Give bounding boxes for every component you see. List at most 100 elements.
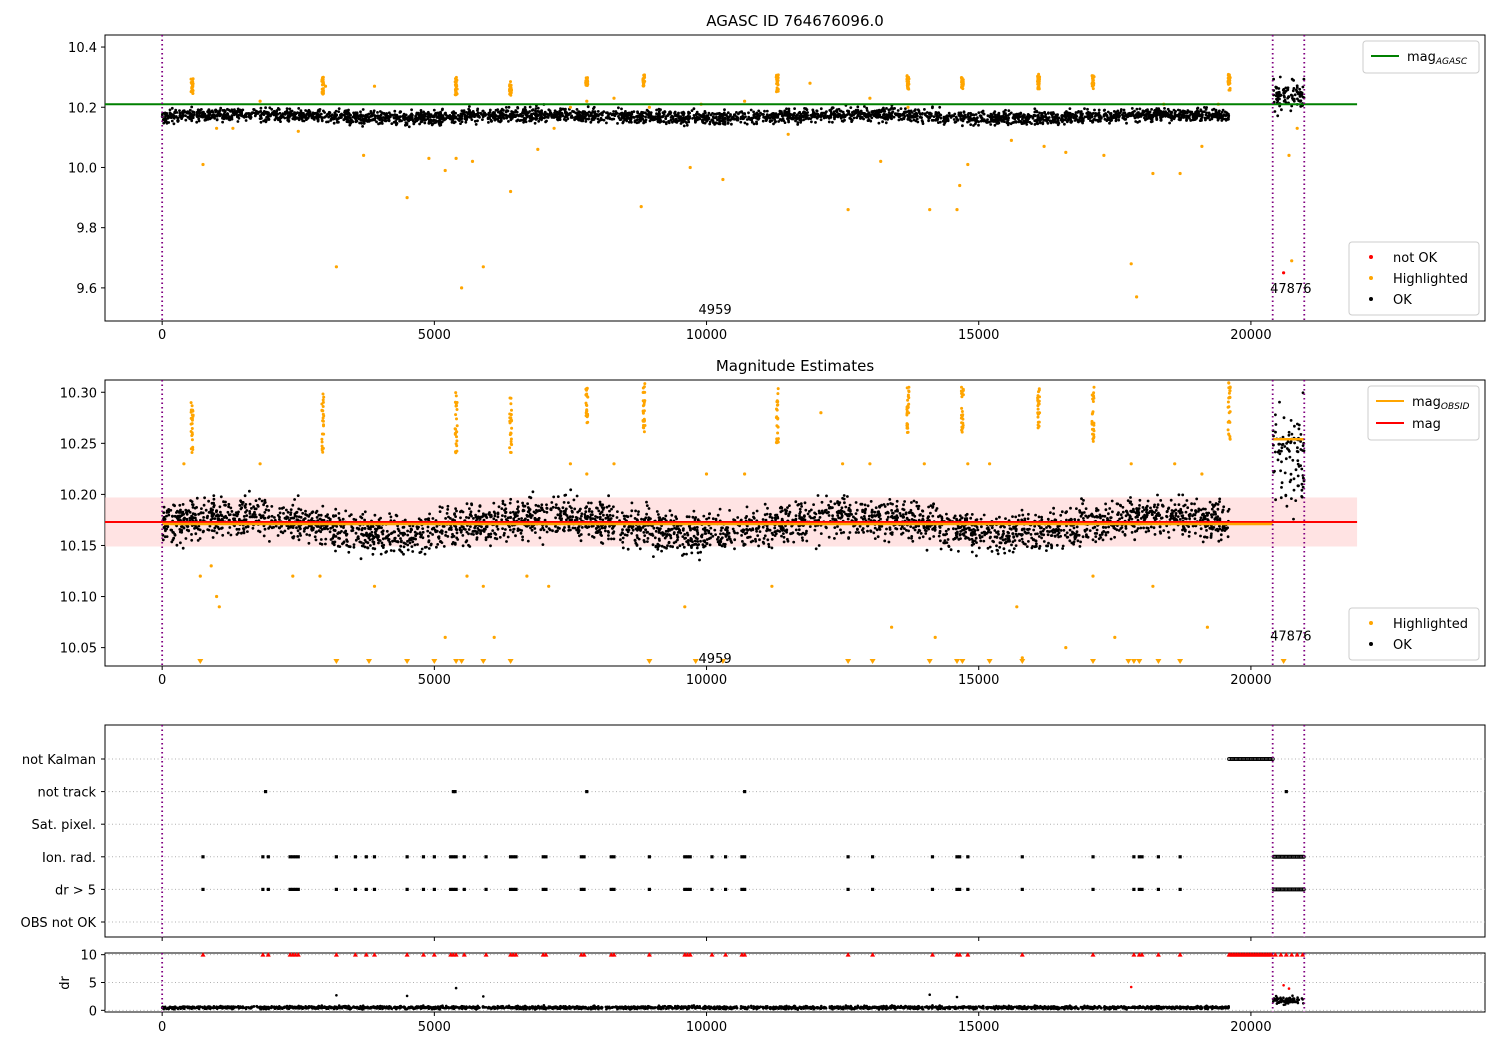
panel-agasc-ok-point [1074, 111, 1078, 114]
panel-agasc-ok-point [578, 115, 582, 119]
panel-agasc-ok-point [632, 110, 636, 113]
panel-magnitude-ok-point [1208, 500, 1212, 504]
panel-agasc-ok-point [1117, 118, 1121, 122]
panel-agasc-ok-point [1199, 117, 1203, 121]
panel-agasc-ok-point [822, 111, 826, 115]
panel-agasc-ok-point [432, 115, 436, 119]
panel-agasc-ok-point [682, 112, 686, 115]
panel-magnitude-ok-point [672, 532, 676, 536]
panel-agasc-xtick-label: 20000 [1230, 328, 1271, 343]
panel-agasc-ok-point [164, 117, 167, 121]
panel-agasc-ok-point [747, 111, 750, 115]
panel-magnitude-ok-point [1075, 530, 1079, 534]
panel-agasc-ok-point [170, 106, 174, 110]
panel-magnitude-ok-point [646, 537, 650, 540]
panel-agasc-highlighted-point [1226, 80, 1230, 84]
panel-agasc-ok-point [1093, 115, 1097, 118]
panel-agasc-ok-point [276, 107, 280, 110]
panel-magnitude-ok-point [203, 496, 207, 500]
panel-agasc-ok-point [615, 112, 619, 115]
panel-agasc-ytick-label: 9.8 [76, 222, 97, 237]
panel-magnitude-ok-point [1222, 505, 1226, 509]
panel-agasc-ok-point [269, 114, 272, 118]
panel-agasc-ok-point [291, 112, 294, 116]
panel-agasc-ok-point [1130, 114, 1134, 117]
panel-agasc-ok-point [730, 122, 733, 126]
panel-agasc-ok-point [889, 116, 893, 120]
panel-agasc-ok-point [1041, 122, 1045, 126]
panel-agasc-ok-point [329, 119, 333, 122]
panel-agasc-ok-point [914, 114, 918, 118]
panel-magnitude-ok-point [1026, 517, 1030, 521]
panel-agasc-ok-point [709, 113, 713, 117]
panel-agasc-highlighted-point [612, 96, 616, 100]
panel-magnitude-ok-point [521, 538, 524, 542]
panel-agasc-ok-point [654, 115, 657, 118]
panel-magnitude-ok-point [993, 529, 997, 532]
panel-agasc-ok-point [1108, 112, 1112, 115]
panel-magnitude-ok-point [161, 538, 165, 542]
panel-agasc-ok-point [619, 118, 623, 121]
panel-magnitude-ok-point [427, 517, 431, 521]
panel-agasc-ok-point [564, 107, 567, 111]
panel-agasc-highlighted-point [1064, 150, 1068, 154]
panel-agasc-ok-point [1057, 121, 1061, 125]
panel-agasc-highlighted-point [191, 91, 195, 95]
panel-magnitude-ok-point [647, 507, 651, 510]
panel-agasc-ok-point [361, 108, 365, 111]
panel-agasc-ok-point [698, 117, 702, 121]
panel-agasc-ok-point [899, 107, 903, 110]
panel-agasc-ok-point [805, 108, 809, 112]
panel-agasc-ok-point [925, 111, 929, 114]
panel-agasc-ok-point [223, 112, 226, 116]
panel-agasc-ok-point [526, 115, 530, 118]
panel-agasc-ok-point [904, 107, 907, 110]
panel-magnitude-ok-point [424, 518, 427, 521]
panel-magnitude-ok-point [925, 548, 929, 552]
panel-magnitude-ok-point [377, 541, 380, 545]
panel-magnitude-ok-point [1216, 518, 1219, 522]
panel-agasc-ok-point [168, 108, 172, 112]
panel-agasc-ok-point [252, 108, 256, 111]
panel-magnitude-ok-point [1011, 550, 1015, 554]
panel-agasc-highlighted-point [1178, 171, 1182, 176]
panel-agasc-ok-point [1203, 110, 1206, 113]
panel-agasc-highlighted-point [508, 83, 512, 87]
panel-agasc-ok-point [811, 110, 815, 113]
panel-agasc-highlighted-point [960, 78, 964, 82]
panel-agasc-ok-point [870, 116, 874, 120]
panel-agasc-ok-point [228, 118, 231, 122]
panel-magnitude-ok-point [1104, 502, 1107, 506]
panel-agasc-highlighted-point [453, 88, 457, 91]
panel-agasc-ok-point [986, 121, 989, 124]
panel-agasc-ok-point [753, 113, 756, 116]
panel-agasc-ok-point [623, 114, 627, 118]
panel-agasc-ok-point [205, 117, 209, 121]
panel-agasc-ok-point [642, 119, 646, 123]
panel-agasc-ok-point [712, 121, 715, 125]
panel-agasc-highlighted-point [906, 105, 910, 109]
panel-agasc-ok-point [1282, 99, 1286, 103]
panel-magnitude-ok-point [1045, 526, 1048, 529]
panel-agasc-ok-point [1273, 110, 1277, 113]
panel-agasc-ok-point [1183, 112, 1186, 115]
panel-magnitude-ok-point [554, 516, 557, 520]
panel-agasc-ok-point [515, 113, 519, 117]
panel-agasc-ok-point [787, 109, 791, 113]
panel-agasc-ok-point [1211, 108, 1214, 112]
panel-agasc-ok-point [966, 113, 970, 116]
panel-magnitude-ok-point [508, 501, 512, 505]
panel-magnitude-ok-point [698, 558, 701, 562]
panel-agasc-ok-point [355, 112, 359, 116]
panel-agasc-ok-point [961, 124, 964, 128]
panel-magnitude-ok-point [652, 555, 655, 558]
panel-agasc-ok-point [865, 106, 869, 110]
panel-agasc-highlighted-point [1091, 87, 1095, 91]
panel-agasc-ok-point [1019, 111, 1023, 115]
panel-agasc-ok-point [377, 115, 381, 119]
panel-agasc-ok-point [909, 114, 913, 118]
panel-agasc-ok-point [1172, 115, 1175, 119]
panel-agasc-ok-point [586, 105, 590, 109]
panel-agasc-ok-point [299, 114, 302, 117]
panel-agasc-ok-point [930, 114, 933, 118]
